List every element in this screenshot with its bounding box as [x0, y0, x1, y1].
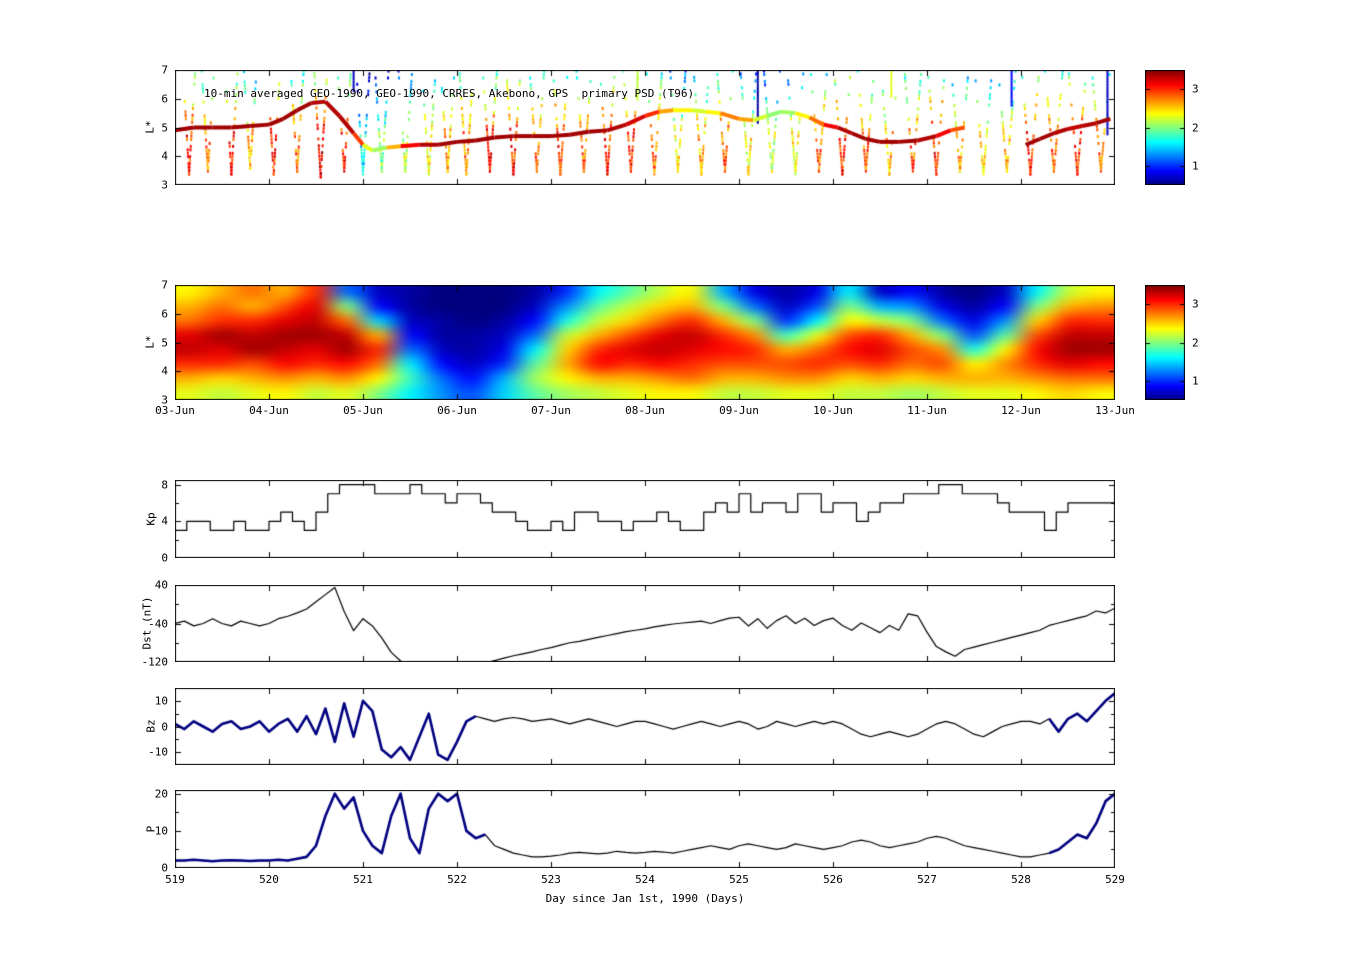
colorbar-top [1145, 70, 1185, 185]
bz-canvas [175, 688, 1115, 765]
psd-scatter-canvas [175, 70, 1115, 185]
date-tick-label: 07-Jun [531, 404, 571, 417]
x-tick-label: 524 [635, 873, 655, 886]
colorbar-bottom [1145, 285, 1185, 400]
date-tick-label: 09-Jun [719, 404, 759, 417]
x-tick-label: 521 [353, 873, 373, 886]
colorbar-tick-label-bottom: 3 [1192, 297, 1199, 311]
y-tick-label-psd-scatter: 4 [161, 149, 168, 163]
y-tick-label-dst: -40 [148, 617, 168, 630]
y-tick-label-p: 20 [154, 787, 168, 801]
y-tick-label-psd-scatter: 5 [161, 121, 168, 134]
psd-heatmap-canvas [175, 285, 1115, 400]
bz-panel [175, 688, 1115, 765]
x-tick-label: 520 [259, 873, 279, 886]
y-tick-label-bz: 10 [154, 694, 168, 708]
y-tick-label-bz: -10 [148, 745, 168, 759]
date-tick-label: 03-Jun [155, 404, 195, 417]
date-tick-label: 06-Jun [437, 404, 477, 417]
colorbar-tick-label-bottom: 1 [1192, 374, 1199, 388]
y-tick-label-dst: -120 [141, 655, 169, 669]
y-tick-label-psd-heatmap: 3 [161, 393, 168, 407]
y-tick-label-psd-scatter: 6 [161, 92, 168, 106]
y-tick-label-dst: 40 [154, 578, 168, 592]
colorbar-top-canvas [1145, 70, 1185, 185]
x-axis-label: Day since Jan 1st, 1990 (Days) [545, 892, 745, 905]
x-tick-label: 528 [1011, 873, 1031, 886]
date-tick-label: 10-Jun [813, 404, 853, 417]
date-tick-label: 12-Jun [1001, 404, 1041, 417]
colorbar-tick-label-bottom: 2 [1192, 336, 1199, 349]
y-tick-label-psd-heatmap: 4 [161, 364, 168, 378]
date-tick-label: 11-Jun [907, 404, 947, 417]
colorbar-tick-label-top: 1 [1192, 159, 1199, 173]
y-tick-label-psd-scatter: 3 [161, 178, 168, 192]
y-tick-label-p: 10 [154, 824, 168, 838]
plot-title: 10-min averaged GEO-1990, GEO-1990, CRRE… [204, 87, 695, 100]
colorbar-bottom-canvas [1145, 285, 1185, 400]
y-tick-label-bz: 0 [161, 720, 168, 733]
y-axis-label-bz: Bz [144, 719, 158, 733]
y-tick-label-psd-heatmap: 7 [161, 278, 168, 292]
dst-panel [175, 585, 1115, 662]
p-panel [175, 790, 1115, 868]
y-tick-label-kp: 8 [161, 478, 168, 492]
x-tick-label: 527 [917, 873, 937, 886]
x-tick-label: 522 [447, 873, 467, 886]
y-tick-label-psd-heatmap: 6 [161, 307, 168, 321]
p-canvas [175, 790, 1115, 868]
x-tick-label: 529 [1105, 873, 1125, 886]
psd-scatter-panel [175, 70, 1115, 185]
y-axis-label-psd-heatmap: L* [143, 335, 157, 349]
date-tick-label: 05-Jun [343, 404, 383, 417]
x-tick-label: 526 [823, 873, 843, 886]
y-axis-label-psd-scatter: L* [143, 120, 157, 134]
y-axis-label-kp: Kp [144, 512, 158, 526]
y-tick-label-psd-scatter: 7 [161, 63, 168, 77]
y-tick-label-p: 0 [161, 861, 168, 875]
y-tick-label-kp: 4 [161, 514, 168, 528]
kp-canvas [175, 480, 1115, 558]
psd-heatmap-panel [175, 285, 1115, 400]
dst-canvas [175, 585, 1115, 662]
y-tick-label-kp: 0 [161, 551, 168, 565]
colorbar-tick-label-top: 3 [1192, 82, 1199, 96]
date-tick-label: 13-Jun [1095, 404, 1135, 417]
x-tick-label: 525 [729, 873, 749, 886]
date-tick-label: 04-Jun [249, 404, 289, 417]
date-tick-label: 08-Jun [625, 404, 665, 417]
kp-panel [175, 480, 1115, 558]
x-tick-label: 519 [165, 873, 185, 886]
colorbar-tick-label-top: 2 [1192, 121, 1199, 134]
y-tick-label-psd-heatmap: 5 [161, 336, 168, 349]
x-tick-label: 523 [541, 873, 561, 886]
